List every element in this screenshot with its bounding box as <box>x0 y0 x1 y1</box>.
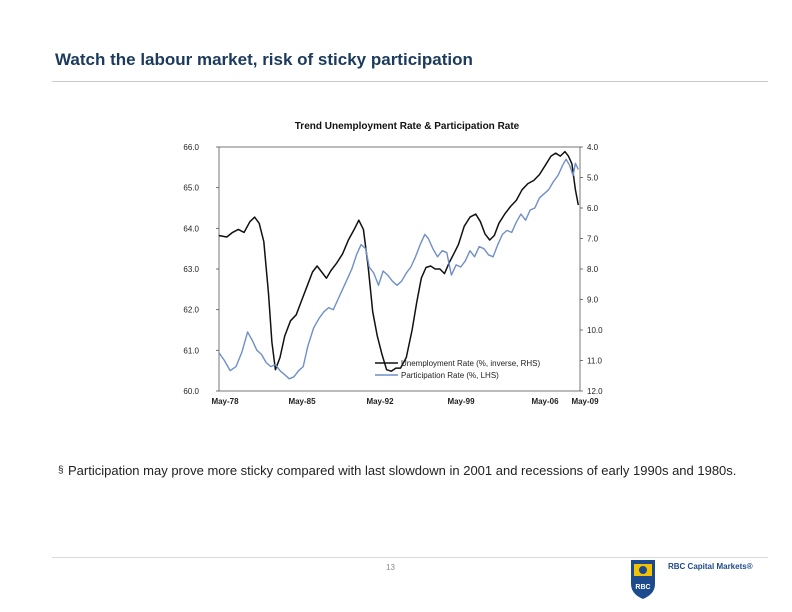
x-tick-label: May-85 <box>288 397 316 406</box>
left-tick-label: 65.0 <box>183 184 199 193</box>
chart-legend: Unemployment Rate (%, inverse, RHS) Parti… <box>375 359 540 380</box>
left-tick-label: 66.0 <box>183 143 199 152</box>
chart-axes: 66.0 65.0 64.0 63.0 62.0 61.0 60.0 4.0 5.0 6.0 7.0… <box>183 143 603 406</box>
right-tick-label: 7.0 <box>587 235 599 244</box>
right-tick-label: 5.0 <box>587 174 599 183</box>
x-tick-label: May-78 <box>211 397 239 406</box>
legend-label: Participation Rate (%, LHS) <box>401 371 499 380</box>
bullet-point: § Participation may prove more sticky co… <box>58 462 748 480</box>
left-tick-label: 60.0 <box>183 387 199 396</box>
right-tick-label: 12.0 <box>587 387 603 396</box>
title-divider <box>52 81 768 82</box>
logo-emblem-text: RBC <box>635 584 650 591</box>
footer-divider <box>52 557 768 558</box>
right-tick-label: 4.0 <box>587 143 599 152</box>
left-tick-label: 61.0 <box>183 346 199 355</box>
bullet-text: Participation may prove more sticky comp… <box>68 463 737 478</box>
rbc-logo-icon: RBC <box>631 560 655 599</box>
slide-title: Watch the labour market, risk of sticky … <box>55 50 473 69</box>
right-tick-label: 10.0 <box>587 326 603 335</box>
legend-label: Unemployment Rate (%, inverse, RHS) <box>401 359 540 368</box>
right-tick-label: 9.0 <box>587 296 599 305</box>
left-tick-label: 64.0 <box>183 224 199 233</box>
chart-title: Trend Unemployment Rate & Participation … <box>295 121 520 132</box>
right-tick-label: 8.0 <box>587 265 599 274</box>
right-tick-label: 6.0 <box>587 204 599 213</box>
series-line <box>218 158 579 380</box>
page-number: 13 <box>386 563 395 572</box>
x-tick-label: May-09 <box>571 397 599 406</box>
x-tick-label: May-92 <box>366 397 394 406</box>
bullet-marker: § <box>58 465 64 476</box>
line-chart: Trend Unemployment Rate & Participation … <box>183 121 603 406</box>
x-tick-label: May-99 <box>447 397 475 406</box>
logo-text: RBC Capital Markets® <box>668 562 753 571</box>
left-tick-label: 62.0 <box>183 306 199 315</box>
left-tick-label: 63.0 <box>183 265 199 274</box>
x-tick-label: May-06 <box>531 397 559 406</box>
series-line <box>218 150 580 372</box>
right-tick-label: 11.0 <box>587 357 603 366</box>
chart-series <box>218 150 580 380</box>
